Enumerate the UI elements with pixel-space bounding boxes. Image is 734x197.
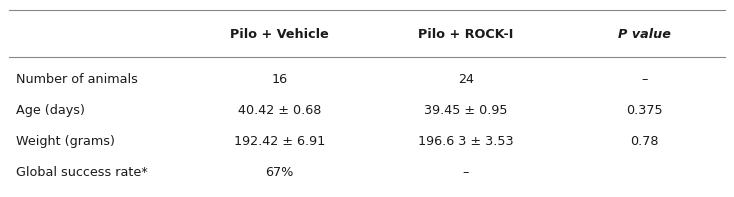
Text: Pilo + Vehicle: Pilo + Vehicle [230, 28, 329, 41]
Text: 0.78: 0.78 [631, 135, 659, 148]
Text: Weight (grams): Weight (grams) [16, 135, 115, 148]
Text: –: – [462, 166, 469, 179]
Text: Age (days): Age (days) [16, 104, 85, 117]
Text: Pilo + ROCK-I: Pilo + ROCK-I [418, 28, 513, 41]
Text: 0.375: 0.375 [627, 104, 664, 117]
Text: P value: P value [619, 28, 672, 41]
Text: –: – [642, 72, 648, 85]
Text: 40.42 ± 0.68: 40.42 ± 0.68 [238, 104, 321, 117]
Text: 24: 24 [458, 72, 473, 85]
Text: Number of animals: Number of animals [16, 72, 138, 85]
Text: 39.45 ± 0.95: 39.45 ± 0.95 [424, 104, 507, 117]
Text: 196.6 3 ± 3.53: 196.6 3 ± 3.53 [418, 135, 514, 148]
Text: 16: 16 [271, 72, 287, 85]
Text: 192.42 ± 6.91: 192.42 ± 6.91 [233, 135, 325, 148]
Text: Global success rate*: Global success rate* [16, 166, 148, 179]
Text: 67%: 67% [265, 166, 294, 179]
